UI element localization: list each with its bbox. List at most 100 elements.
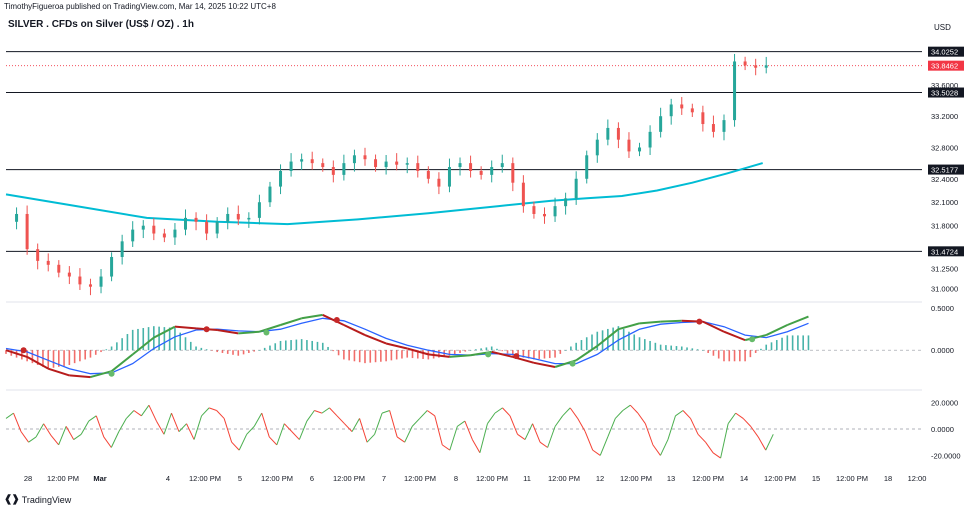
macd-line-segment — [364, 334, 387, 345]
candle-body — [553, 206, 557, 217]
histogram-bar — [374, 350, 377, 363]
y-tick-label: 33.6000 — [931, 81, 958, 90]
candle-body — [205, 221, 209, 234]
histogram-bar — [47, 350, 50, 369]
candle-body — [99, 276, 103, 287]
histogram-bar — [10, 350, 13, 356]
level-price-label: 34.0252 — [931, 48, 958, 57]
oscillator-segment — [720, 423, 729, 459]
candle-body — [627, 139, 631, 152]
histogram-bar — [221, 350, 224, 353]
cross-marker — [333, 316, 340, 323]
histogram-bar — [195, 346, 197, 351]
histogram-bar — [205, 349, 208, 351]
histogram-bar — [628, 331, 630, 351]
histogram-bar — [337, 350, 340, 356]
oscillator-segment — [283, 423, 293, 432]
oscillator-segment — [178, 423, 187, 432]
histogram-bar — [702, 350, 704, 351]
oscillator-segment — [441, 444, 451, 451]
oscillator-segment — [208, 407, 217, 411]
histogram-bar — [791, 335, 794, 351]
histogram-bar — [490, 346, 493, 351]
cross-marker — [696, 318, 703, 325]
oscillator-segment — [614, 410, 624, 419]
y-tick-label: 31.8000 — [931, 222, 958, 231]
candle-body — [469, 163, 473, 171]
time-tick-label: 14 — [740, 474, 748, 483]
histogram-bar — [147, 327, 150, 351]
histogram-bar — [285, 340, 287, 351]
histogram-bar — [527, 350, 530, 359]
oscillator-segment — [675, 410, 684, 417]
y-tick-label: 20.0000 — [931, 399, 958, 408]
candle-body — [46, 260, 50, 265]
candle-body — [490, 167, 494, 175]
candle-body — [701, 112, 705, 125]
oscillator-segment — [396, 436, 405, 443]
oscillator-segment — [238, 434, 248, 451]
oscillator-segment — [329, 407, 338, 417]
y-tick-label: 32.1000 — [931, 198, 958, 207]
oscillator-segment — [103, 436, 112, 448]
macd-line-segment — [723, 330, 746, 342]
oscillator-segment — [110, 431, 120, 448]
histogram-bar — [390, 350, 393, 361]
time-tick-label: 12:00 PM — [548, 474, 580, 483]
histogram-bar — [638, 337, 641, 351]
time-tick-label: 11 — [523, 474, 531, 483]
macd-line-segment — [132, 336, 155, 356]
y-tick-label: 33.2000 — [931, 112, 958, 121]
oscillator-segment — [659, 439, 669, 456]
candle-body — [722, 120, 726, 132]
oscillator-segment — [65, 426, 75, 440]
macd-pane[interactable]: 0.5000 0.0000 — [5, 304, 954, 391]
brand-text: TradingView — [21, 494, 72, 505]
histogram-bar — [94, 350, 97, 355]
histogram-bar — [633, 334, 636, 351]
oscillator-segment — [607, 418, 616, 438]
histogram-bar — [121, 338, 123, 351]
histogram-bar — [142, 328, 145, 351]
candle-body — [25, 213, 29, 250]
oscillator-segment — [577, 418, 586, 432]
y-tick-label: 32.8000 — [931, 143, 958, 152]
oscillator-segment — [88, 415, 97, 422]
histogram-bar — [242, 350, 245, 355]
oscillator-pane[interactable]: 20.0000 0.0000 -20.0000 — [5, 399, 961, 461]
cross-marker — [20, 347, 27, 354]
oscillator-segment — [487, 412, 496, 425]
histogram-bar — [369, 350, 372, 363]
oscillator-segment — [569, 407, 579, 419]
histogram-bar — [585, 337, 588, 351]
macd-line-segment — [765, 324, 788, 336]
candle-body — [447, 167, 451, 187]
moving-average-line — [5, 162, 763, 226]
time-tick-label: 12 — [596, 474, 604, 483]
histogram-bar — [575, 342, 577, 351]
histogram-bar — [200, 347, 203, 351]
tradingview-logo[interactable]: ❰❱ TradingView — [4, 494, 71, 505]
histogram-bar — [754, 350, 757, 353]
oscillator-segment — [644, 423, 654, 446]
histogram-bar — [686, 347, 688, 351]
oscillator-segment — [479, 423, 488, 453]
level-price-label: 31.4724 — [931, 247, 958, 256]
oscillator-segment — [457, 420, 466, 427]
oscillator-segment — [344, 423, 353, 432]
oscillator-segment — [359, 418, 368, 443]
histogram-bar — [559, 350, 562, 354]
candle-body — [342, 163, 346, 175]
candle-body — [215, 221, 219, 234]
histogram-bar — [464, 350, 467, 352]
histogram-bar — [691, 348, 694, 351]
time-tick-label: 12:00 PM — [404, 474, 436, 483]
oscillator-segment — [471, 439, 481, 454]
level-price-label: 32.5177 — [931, 166, 958, 175]
histogram-bar — [401, 350, 403, 359]
histogram-bar — [216, 350, 218, 353]
oscillator-segment — [494, 407, 503, 414]
level-price-tag — [928, 46, 964, 57]
